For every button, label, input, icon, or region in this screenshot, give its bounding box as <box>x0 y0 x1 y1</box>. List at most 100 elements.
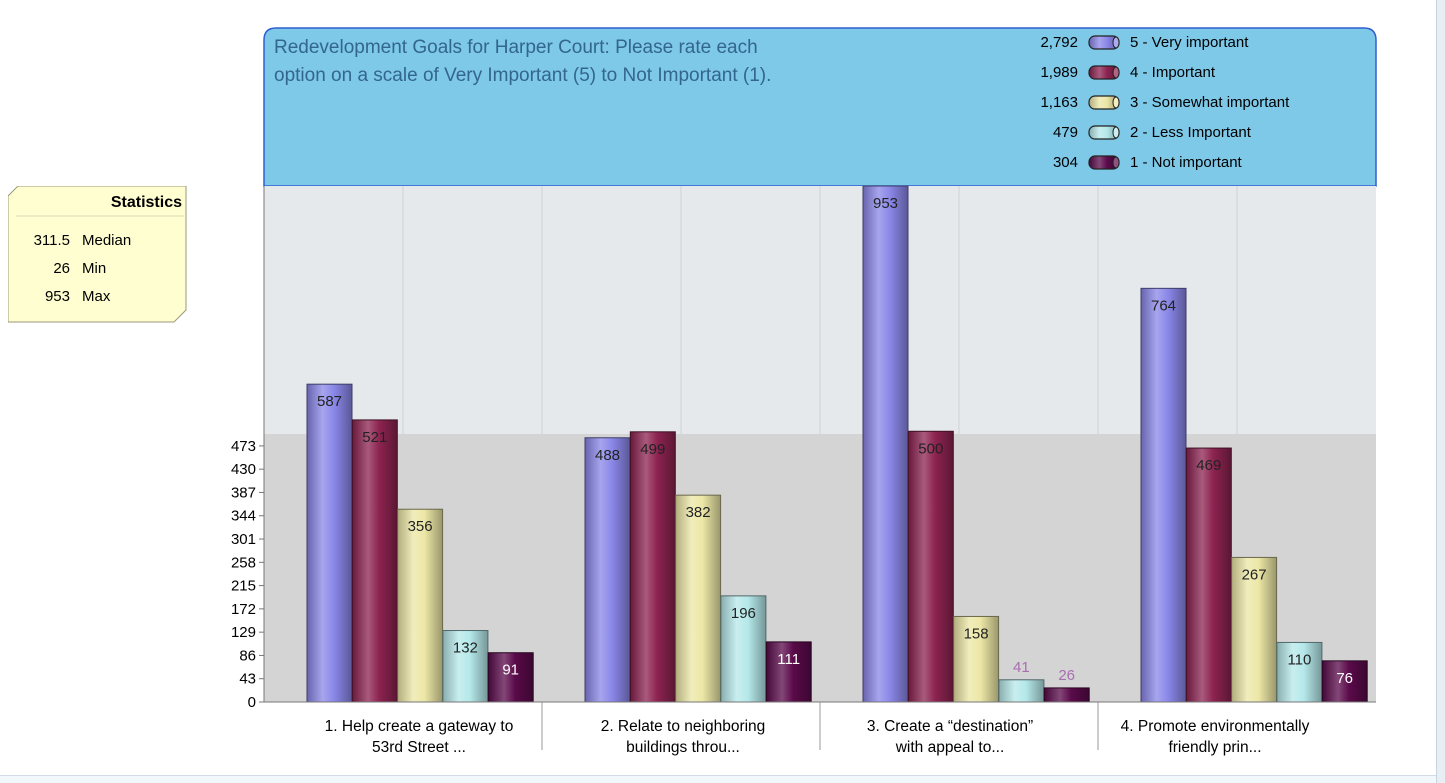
stat-row-median: 311.5 Median <box>8 232 178 252</box>
y-tick-label: 172 <box>231 601 256 618</box>
x-category-label-2: 2. Relate to neighboring buildings throu… <box>551 716 815 758</box>
legend-swatch-cap <box>1112 66 1120 79</box>
stat-min-value: 26 <box>53 260 70 277</box>
bar[interactable] <box>629 431 676 703</box>
bar[interactable] <box>1043 687 1090 703</box>
bar[interactable] <box>1140 287 1187 703</box>
legend-swatch-not-important <box>1088 155 1120 170</box>
legend-swatch-cap <box>1112 36 1120 49</box>
bar[interactable] <box>306 383 353 703</box>
legend-swatch-very-important <box>1088 35 1120 50</box>
bar[interactable] <box>1231 556 1278 703</box>
x-category-label-4: 4. Promote environmentally friendly prin… <box>1083 716 1347 758</box>
bar-value-label: 953 <box>873 195 898 212</box>
chart-title-line-2: option on a scale of Very Important (5) … <box>274 65 772 86</box>
x-category-label-1: 1. Help create a gateway to 53rd Street … <box>287 716 551 758</box>
bar[interactable] <box>862 185 909 703</box>
y-tick-label: 43 <box>239 671 256 688</box>
x-category-label-line: friendly prin... <box>1168 739 1262 756</box>
bar-value-label: 158 <box>964 625 989 642</box>
bar-value-label: 76 <box>1336 670 1353 687</box>
bar-value-label: 196 <box>731 605 756 622</box>
bar-value-label: 356 <box>408 518 433 535</box>
bar[interactable] <box>765 641 812 703</box>
bar[interactable] <box>397 508 444 703</box>
legend-item-5: 2,792 5 - Very important <box>1000 34 1370 56</box>
legend-swatch-somewhat-important <box>1088 95 1120 110</box>
statistics-box-shape <box>8 186 187 323</box>
bar-value-label: 91 <box>502 662 519 679</box>
stat-min-label: Min <box>82 260 107 277</box>
bar-value-label: 587 <box>317 393 342 410</box>
y-tick-label: 430 <box>231 461 256 478</box>
legend-item-3: 1,163 3 - Somewhat important <box>1000 94 1370 116</box>
legend-label: 4 - Important <box>1130 64 1216 81</box>
stat-median-label: Median <box>82 232 132 249</box>
x-category-label-line: 1. Help create a gateway to <box>324 718 514 735</box>
stat-max-value: 953 <box>44 288 70 305</box>
bar[interactable] <box>675 494 722 703</box>
chart-title-line-1: Redevelopment Goals for Harper Court: Pl… <box>274 37 758 58</box>
y-tick-label: 344 <box>231 508 256 525</box>
bar[interactable] <box>584 437 631 703</box>
y-tick-label: 215 <box>231 578 256 595</box>
x-category-label-line: 2. Relate to neighboring <box>600 718 766 735</box>
stat-median-value: 311.5 <box>33 232 70 249</box>
bar-value-label: 41 <box>1013 659 1030 676</box>
bar[interactable] <box>487 652 534 703</box>
bar-value-label: 26 <box>1058 667 1075 684</box>
stat-max-label: Max <box>82 288 111 305</box>
x-category-label-line: 53rd Street ... <box>372 739 466 756</box>
bar[interactable] <box>907 430 954 703</box>
legend-swatch-less-important <box>1088 125 1120 140</box>
bars: 587 521 356 132 91 488 499 382 196 111 953 500 158 41… <box>306 185 1368 703</box>
y-tick-label: 0 <box>248 694 256 711</box>
x-category-label-line: buildings throu... <box>626 739 740 756</box>
y-tick-label: 301 <box>231 531 256 548</box>
bar-value-label: 488 <box>595 447 620 464</box>
bar-value-label: 132 <box>453 640 478 657</box>
legend-count: 1,163 <box>1040 94 1078 111</box>
y-tick-label: 258 <box>231 554 256 571</box>
bar-value-label: 111 <box>777 651 800 668</box>
bar[interactable] <box>720 595 767 703</box>
legend-swatch-cap <box>1112 96 1120 109</box>
bar-value-label: 469 <box>1196 457 1221 474</box>
y-tick-label: 473 <box>231 438 256 455</box>
x-category-label-line: 3. Create a “destination” <box>866 718 1034 735</box>
x-category-label-line: with appeal to... <box>895 739 1005 756</box>
legend-count: 479 <box>1052 124 1078 141</box>
legend-swatch-cap <box>1112 126 1120 139</box>
legend-label: 2 - Less Important <box>1130 124 1251 141</box>
statistics-title: Statistics <box>110 194 182 211</box>
y-tick-label: 387 <box>231 484 256 501</box>
bar[interactable] <box>1185 447 1232 703</box>
bar[interactable] <box>351 419 398 703</box>
bar-value-label: 521 <box>362 429 387 446</box>
bar[interactable] <box>953 615 1000 703</box>
legend-label: 5 - Very important <box>1130 34 1249 51</box>
y-tick-label: 86 <box>239 647 256 664</box>
bar-value-label: 499 <box>640 441 665 458</box>
legend-swatch-important <box>1088 65 1120 80</box>
bar-value-label: 110 <box>1287 651 1311 668</box>
y-tick-label: 129 <box>231 624 256 641</box>
legend-item-4: 1,989 4 - Important <box>1000 64 1370 86</box>
statistics-box: Statistics 311.5 Median 26 Min 953 Max <box>8 186 187 323</box>
bar-value-label: 382 <box>686 504 711 521</box>
legend-swatch-cap <box>1112 156 1120 169</box>
legend-label: 1 - Not important <box>1130 154 1242 171</box>
bar-value-label: 500 <box>918 440 943 457</box>
stat-row-max: 953 Max <box>8 288 178 308</box>
scrollbar-strip[interactable] <box>1436 0 1445 783</box>
bar[interactable] <box>998 679 1045 703</box>
stat-row-min: 26 Min <box>8 260 178 280</box>
bar-value-label: 267 <box>1242 566 1267 583</box>
x-category-label-line: 4. Promote environmentally <box>1120 718 1310 735</box>
legend-item-1: 304 1 - Not important <box>1000 154 1370 176</box>
legend-count: 304 <box>1052 154 1078 171</box>
x-category-label-3: 3. Create a “destination” with appeal to… <box>818 716 1082 758</box>
axes: 0 43 86 129 172 215 258 301 344 387 430 473 <box>231 186 1376 750</box>
legend-count: 1,989 <box>1040 64 1078 81</box>
grid-lines <box>402 186 1238 434</box>
